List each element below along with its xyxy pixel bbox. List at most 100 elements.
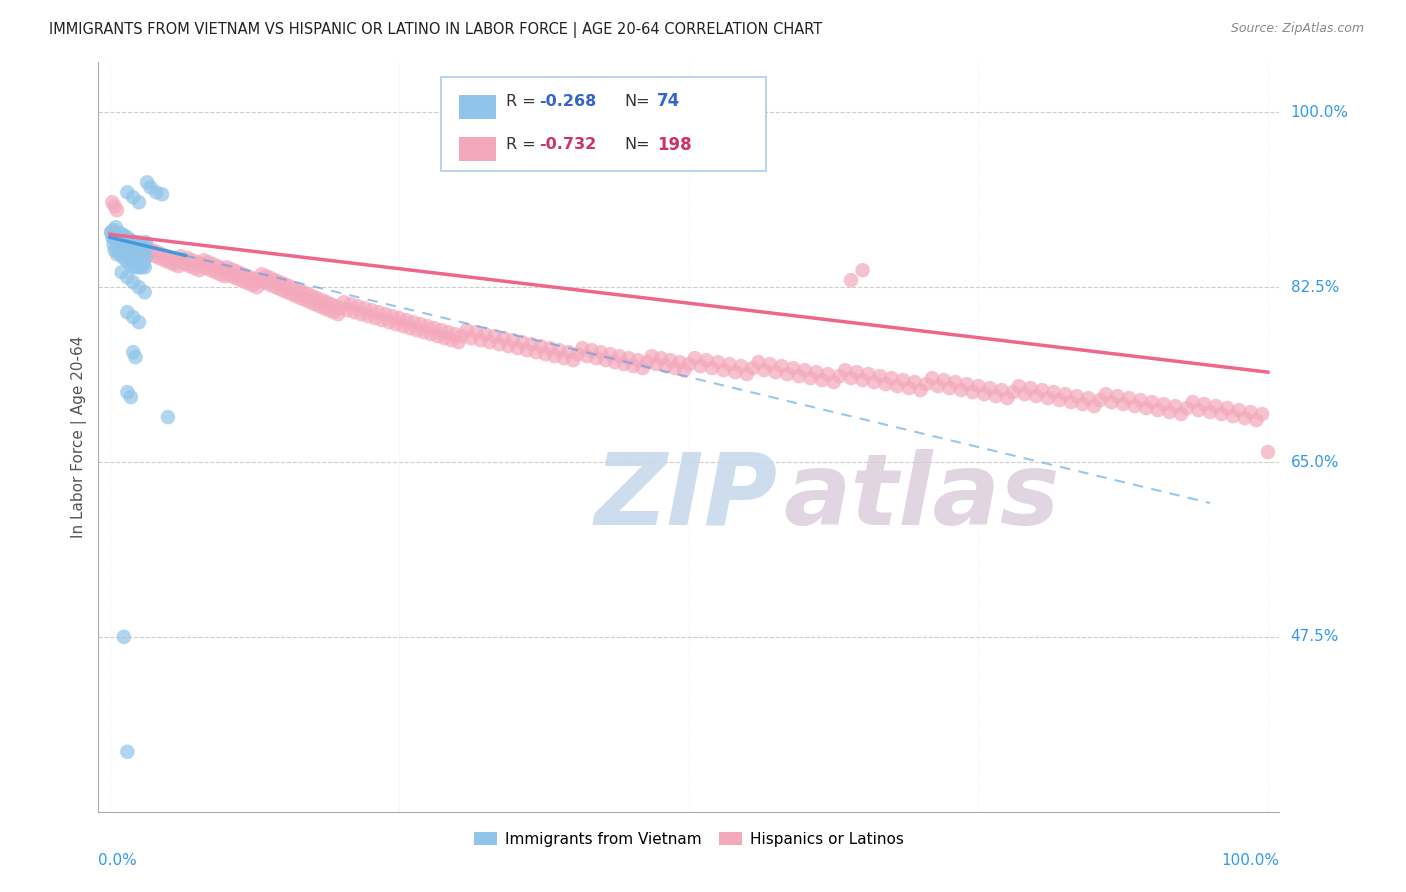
Point — [524, 345, 547, 359]
Point — [1216, 401, 1239, 416]
Point — [117, 230, 139, 244]
Point — [118, 240, 141, 254]
Point — [172, 255, 194, 269]
Point — [886, 379, 908, 393]
Point — [599, 347, 621, 361]
Point — [150, 247, 173, 261]
Point — [1077, 391, 1099, 405]
Point — [627, 353, 650, 368]
Point — [343, 305, 366, 319]
Point — [1239, 405, 1261, 419]
Text: N=: N= — [624, 94, 650, 109]
Point — [110, 237, 132, 252]
Point — [128, 280, 150, 294]
Point — [506, 341, 529, 355]
Point — [134, 260, 156, 275]
Point — [799, 371, 821, 385]
Point — [117, 270, 139, 285]
Point — [419, 327, 441, 342]
Point — [927, 379, 949, 393]
Point — [1251, 407, 1274, 421]
Text: atlas: atlas — [783, 449, 1060, 546]
Point — [117, 244, 139, 258]
Point — [353, 301, 375, 316]
Point — [100, 225, 122, 239]
Text: 0.0%: 0.0% — [98, 853, 138, 868]
Point — [117, 235, 139, 250]
Point — [135, 245, 157, 260]
Point — [823, 375, 845, 389]
Point — [412, 325, 434, 339]
Point — [1066, 389, 1088, 403]
Point — [603, 355, 626, 369]
Point — [271, 283, 294, 297]
Point — [250, 267, 273, 281]
Point — [399, 321, 422, 335]
Point — [105, 203, 128, 218]
Point — [214, 269, 236, 284]
Point — [979, 381, 1001, 395]
Point — [200, 263, 222, 277]
Point — [120, 233, 142, 247]
Point — [104, 244, 127, 258]
Point — [301, 289, 323, 303]
Point — [110, 227, 132, 241]
Point — [747, 355, 769, 369]
Point — [117, 237, 139, 252]
Point — [1147, 403, 1170, 417]
Point — [132, 239, 155, 253]
Point — [1112, 397, 1135, 411]
Point — [488, 337, 510, 351]
Point — [283, 281, 305, 295]
Point — [136, 175, 159, 189]
Text: -0.732: -0.732 — [538, 137, 596, 152]
Point — [122, 240, 145, 254]
Point — [891, 373, 914, 387]
Point — [117, 745, 139, 759]
Point — [150, 187, 173, 202]
Point — [1129, 393, 1152, 408]
Point — [247, 274, 270, 288]
Point — [1107, 389, 1129, 403]
Point — [1187, 403, 1209, 417]
Point — [115, 237, 138, 252]
Point — [285, 289, 308, 303]
Point — [163, 257, 186, 271]
Point — [253, 275, 276, 289]
Point — [678, 357, 700, 371]
Point — [1019, 381, 1042, 395]
Point — [101, 230, 124, 244]
Point — [269, 275, 291, 289]
Point — [1227, 403, 1250, 417]
Point — [326, 307, 349, 321]
Point — [478, 335, 501, 350]
Point — [235, 268, 257, 283]
Point — [492, 331, 515, 345]
Point — [110, 230, 132, 244]
Text: 47.5%: 47.5% — [1291, 630, 1339, 644]
Point — [470, 333, 492, 347]
Point — [474, 327, 496, 342]
Point — [134, 285, 156, 300]
Point — [243, 272, 266, 286]
Point — [329, 301, 352, 316]
Point — [105, 247, 128, 261]
Point — [581, 343, 603, 358]
Point — [129, 240, 152, 254]
Point — [311, 293, 333, 308]
Point — [875, 377, 897, 392]
Point — [131, 253, 153, 268]
Point — [136, 241, 159, 255]
Point — [707, 355, 730, 369]
Point — [149, 252, 172, 266]
Point — [1036, 391, 1059, 405]
Point — [122, 275, 145, 289]
Point — [498, 339, 520, 353]
Point — [416, 319, 439, 334]
Point — [613, 357, 636, 371]
Point — [880, 371, 903, 385]
Point — [287, 283, 309, 297]
Point — [336, 303, 359, 318]
Text: 82.5%: 82.5% — [1291, 280, 1339, 294]
Point — [100, 225, 122, 239]
